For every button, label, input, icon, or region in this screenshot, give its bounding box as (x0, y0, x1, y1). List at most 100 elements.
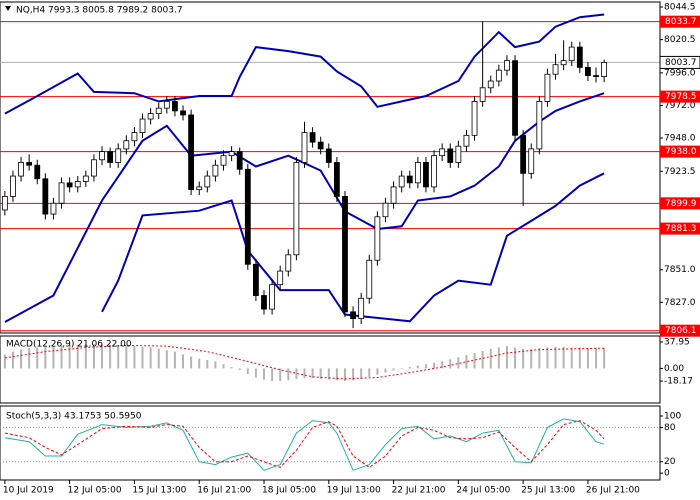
candle-body (172, 100, 178, 112)
macd-bar (3, 354, 6, 369)
candle-body (277, 270, 284, 286)
candle-body (107, 151, 114, 163)
y-tick-label: 7996.0 (664, 68, 696, 78)
candle-body (155, 107, 162, 115)
macd-bar (28, 348, 31, 369)
y-tick-label: 37.95 (664, 337, 690, 347)
x-tick-label: 18 Jul 05:00 (262, 486, 316, 496)
macd-bar (206, 360, 209, 369)
macd-bar (254, 368, 257, 378)
macd-bar (481, 350, 484, 369)
macd-bar (449, 359, 452, 369)
macd-bar (246, 368, 249, 375)
indicator-line (4, 92, 605, 323)
candle-body (552, 64, 559, 75)
indicator-line (4, 344, 605, 380)
x-tick-label: 19 Jul 13:00 (327, 486, 381, 496)
candle-body (520, 134, 527, 174)
x-tick-label: 25 Jul 13:00 (521, 486, 575, 496)
macd-bar (360, 368, 363, 379)
macd-bar (595, 348, 598, 369)
macd-bar (271, 368, 274, 381)
main-plot (0, 13, 660, 332)
y-tick-label: 7851.0 (664, 265, 696, 275)
candle-body (487, 80, 494, 89)
macd-bar (20, 349, 23, 369)
indicator-line (4, 420, 605, 469)
stoch-plot (0, 418, 660, 471)
indicator-line (4, 418, 605, 471)
macd-bar (198, 358, 201, 369)
candle-body (414, 162, 421, 184)
macd-bar (335, 368, 338, 381)
candle-body (66, 182, 73, 188)
macd-bar (603, 348, 606, 369)
level-label-box (660, 197, 700, 210)
macd-bar (11, 351, 14, 369)
level-label: 7806.1 (665, 326, 697, 336)
y-tick-label: 0 (664, 469, 670, 479)
macd-bar (538, 348, 541, 369)
macd-bar (263, 368, 265, 380)
level-label-box (660, 222, 700, 235)
macd-bar (101, 344, 104, 369)
indicator-line (4, 13, 605, 115)
candle-body (536, 100, 543, 150)
macd-bar (149, 347, 152, 369)
level-label: 7978.5 (665, 92, 697, 102)
x-tick-label: 10 Jul 2019 (3, 486, 54, 496)
level-label: 7899.9 (665, 199, 697, 209)
candle-body (471, 100, 478, 136)
candle-body (601, 62, 608, 77)
candle-body (293, 162, 300, 256)
macd-bar (52, 346, 55, 369)
title-icon (5, 6, 11, 11)
axes: 8044.5 8020.5 7996.0 7972.0 7948.0 7923.5 7851… (3, 3, 700, 496)
macd-bar (352, 368, 355, 381)
macd-bar (165, 350, 168, 369)
candle-body (576, 46, 583, 68)
macd-bar (433, 362, 436, 369)
macd-bar (68, 344, 71, 369)
macd-bar (424, 364, 427, 369)
macd-bar (287, 368, 290, 381)
candle-body (325, 148, 332, 163)
last-price-label: 8003.7 (665, 58, 697, 68)
y-tick-label: 20 (664, 457, 676, 467)
candle-body (406, 175, 413, 184)
candle-body (91, 159, 97, 177)
candle-body (544, 73, 551, 102)
candle-body (504, 60, 510, 71)
macd-bar (44, 346, 47, 369)
candle-body (269, 284, 275, 310)
x-tick-label: 26 Jul 21:00 (586, 486, 640, 496)
candle-body (74, 181, 81, 188)
x-tick-label: 22 Jul 21:00 (392, 486, 446, 496)
level-label-box (660, 90, 700, 103)
macd-bar (157, 348, 160, 369)
candle-body (585, 67, 591, 76)
x-tick-label: 15 Jul 13:00 (132, 486, 186, 496)
macd-bar (554, 346, 557, 369)
macd-bar (295, 368, 298, 379)
candle-body (212, 164, 219, 177)
candle-body (285, 254, 292, 272)
candle-body (350, 311, 356, 320)
main-pane (0, 1, 661, 334)
macd-bar (489, 348, 492, 369)
candle-body (333, 162, 340, 197)
y-tick-label: 7972.0 (664, 101, 696, 111)
x-tick-label: 16 Jul 21:00 (197, 486, 251, 496)
candle-body (196, 186, 203, 191)
macd-bar (400, 368, 403, 370)
macd-bar (182, 354, 185, 369)
candle-body (180, 110, 186, 116)
candle-body (512, 60, 518, 136)
macd-bar (578, 347, 581, 369)
macd-bar (319, 368, 322, 379)
candle-body (163, 100, 170, 109)
candle-body (42, 178, 49, 215)
y-tick-label: 8020.5 (664, 35, 696, 45)
macd-plot (3, 343, 606, 381)
candle-body (34, 164, 41, 180)
